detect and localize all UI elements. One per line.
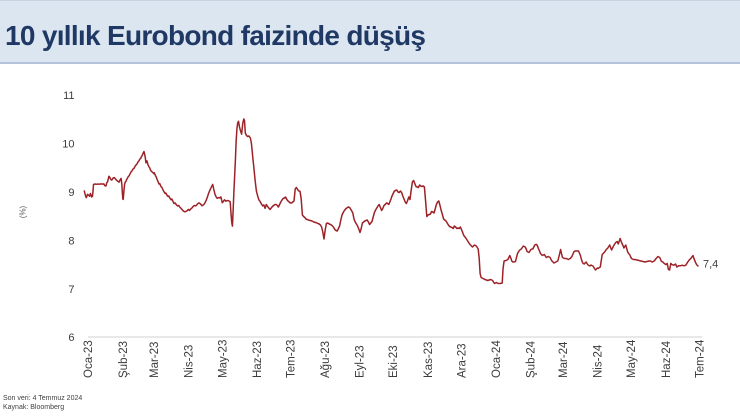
svg-text:(%): (%)	[19, 205, 28, 218]
svg-text:Oca-23: Oca-23	[83, 340, 95, 378]
svg-text:Nis-24: Nis-24	[593, 344, 605, 378]
svg-text:Haz-23: Haz-23	[252, 341, 264, 378]
svg-text:Tem-24: Tem-24	[694, 339, 706, 378]
svg-text:Kas-23: Kas-23	[423, 342, 435, 378]
svg-text:7,4: 7,4	[703, 259, 718, 271]
svg-text:May-23: May-23	[217, 340, 229, 378]
svg-text:May-24: May-24	[626, 339, 638, 378]
svg-text:Tem-23: Tem-23	[285, 340, 297, 378]
svg-text:9: 9	[68, 187, 74, 199]
svg-text:Eki-23: Eki-23	[388, 345, 400, 378]
svg-text:8: 8	[68, 235, 74, 247]
svg-text:Mar-24: Mar-24	[558, 341, 570, 378]
svg-text:6: 6	[68, 332, 74, 344]
svg-text:7: 7	[68, 284, 74, 296]
svg-text:11: 11	[63, 90, 74, 102]
svg-text:Eyl-23: Eyl-23	[355, 345, 367, 378]
svg-text:Nis-23: Nis-23	[184, 345, 196, 378]
svg-text:Ağu-23: Ağu-23	[320, 341, 332, 378]
svg-text:10: 10	[62, 139, 74, 151]
svg-text:Şub-23: Şub-23	[118, 341, 130, 378]
svg-text:Mar-23: Mar-23	[149, 342, 161, 378]
svg-text:Şub-24: Şub-24	[526, 340, 538, 378]
svg-text:Oca-24: Oca-24	[491, 340, 503, 378]
svg-text:Ara-23: Ara-23	[456, 343, 468, 378]
svg-text:Haz-24: Haz-24	[661, 340, 673, 378]
